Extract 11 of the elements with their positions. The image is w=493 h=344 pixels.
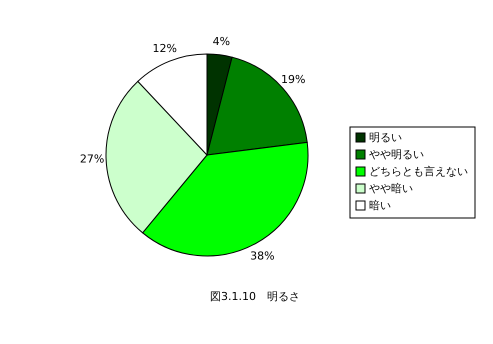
legend-label: やや明るい <box>369 148 424 161</box>
legend-label: 暗い <box>369 199 391 212</box>
legend-label: どちらとも言えない <box>369 165 468 178</box>
data-label: 12% <box>152 42 177 55</box>
data-label: 4% <box>212 34 230 48</box>
legend-label: 明るい <box>369 131 402 144</box>
data-label: 38% <box>250 250 275 263</box>
data-label: 19% <box>281 72 306 86</box>
data-label: 27% <box>80 152 104 166</box>
text: 図3.1.10 明るさ <box>210 290 300 303</box>
legend-label: やや暗い <box>369 182 413 195</box>
